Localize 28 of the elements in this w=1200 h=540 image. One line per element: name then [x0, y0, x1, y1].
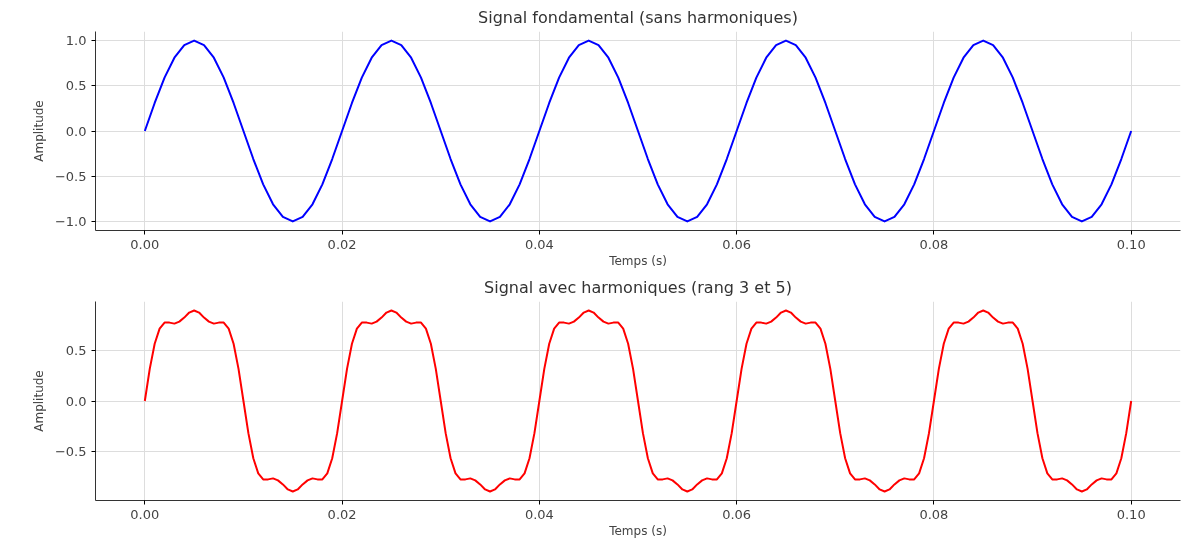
x-axis-title: Temps (s) — [608, 523, 667, 538]
x-tick-label: 0.10 — [1116, 236, 1146, 252]
y-axis-title: Amplitude — [31, 370, 46, 432]
x-tick-label: 0.06 — [722, 236, 752, 252]
x-tick-label: 0.00 — [130, 236, 160, 252]
line-series — [143, 39, 1133, 223]
y-tick-label: −0.5 — [54, 443, 87, 459]
x-tick-label: 0.02 — [327, 506, 357, 522]
chart-title: Signal fondamental (sans harmoniques) — [478, 7, 798, 27]
y-tick-label: 0.0 — [65, 393, 87, 409]
x-tick-label: 0.08 — [919, 506, 949, 522]
y-tick-label: 0.0 — [65, 123, 87, 139]
x-tick-label: 0.02 — [327, 236, 357, 252]
x-tick-label: 0.00 — [130, 506, 160, 522]
y-tick-label: 0.5 — [65, 343, 87, 359]
x-axis-title: Temps (s) — [608, 253, 667, 268]
y-tick-label: 0.5 — [65, 78, 87, 94]
x-tick-label: 0.04 — [524, 236, 554, 252]
x-tick-label: 0.10 — [1116, 506, 1146, 522]
y-tick-label: 1.0 — [65, 33, 87, 49]
x-tick-label: 0.08 — [919, 236, 949, 252]
y-tick-label: −1.0 — [54, 213, 87, 229]
chart-title: Signal avec harmoniques (rang 3 et 5) — [484, 277, 792, 297]
y-axis-title: Amplitude — [31, 100, 46, 162]
y-tick-label: −0.5 — [54, 168, 87, 184]
x-tick-label: 0.06 — [722, 506, 752, 522]
x-tick-label: 0.04 — [524, 506, 554, 522]
line-series — [143, 309, 1133, 493]
